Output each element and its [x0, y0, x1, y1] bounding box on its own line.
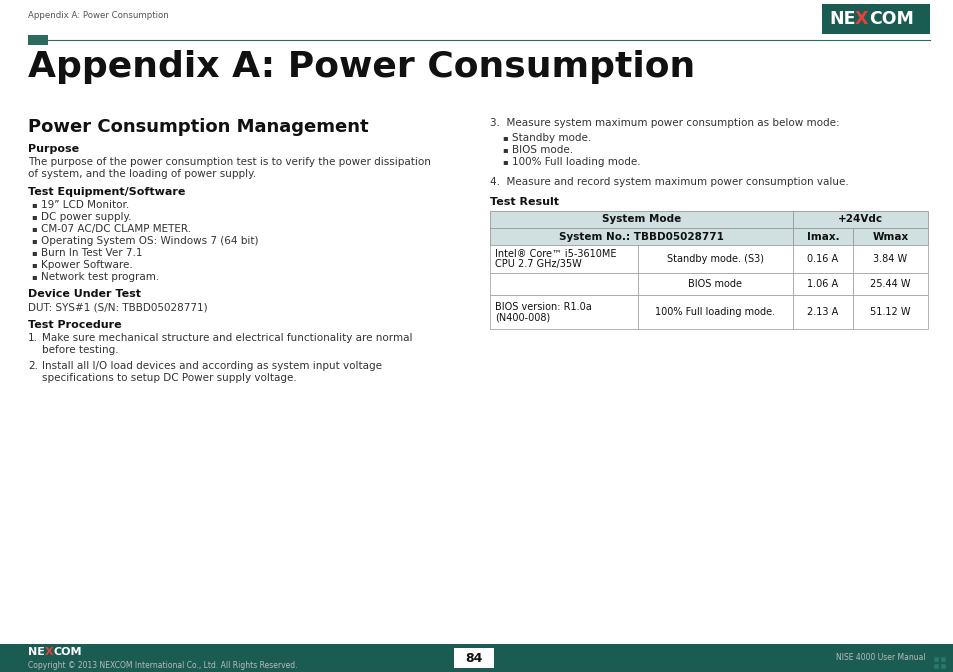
Text: ▪: ▪: [501, 133, 507, 142]
Bar: [852, 245, 927, 273]
Text: 4.  Measure and record system maximum power consumption value.: 4. Measure and record system maximum pow…: [490, 177, 848, 187]
Text: Power Consumption Management: Power Consumption Management: [28, 118, 368, 136]
Text: DC power supply.: DC power supply.: [41, 212, 132, 222]
Text: Test Equipment/Software: Test Equipment/Software: [28, 187, 185, 197]
Text: Kpower Software.: Kpower Software.: [41, 260, 132, 270]
Text: +24Vdc: +24Vdc: [837, 214, 882, 224]
Text: ▪: ▪: [501, 145, 507, 154]
Bar: [638, 295, 792, 329]
Text: ▪: ▪: [30, 248, 36, 257]
Text: 100% Full loading mode.: 100% Full loading mode.: [512, 157, 640, 167]
Bar: [792, 211, 927, 228]
Text: The purpose of the power consumption test is to verify the power dissipation: The purpose of the power consumption tes…: [28, 157, 431, 167]
Text: System No.: TBBD05028771: System No.: TBBD05028771: [558, 231, 723, 241]
Text: System Mode: System Mode: [601, 214, 680, 224]
Text: 51.12 W: 51.12 W: [869, 307, 910, 317]
Bar: [454, 648, 494, 668]
Text: BIOS mode: BIOS mode: [688, 279, 741, 289]
Text: 2.13 A: 2.13 A: [806, 307, 838, 317]
Text: X: X: [854, 11, 867, 28]
Bar: [933, 664, 938, 669]
Text: specifications to setup DC Power supply voltage.: specifications to setup DC Power supply …: [42, 373, 296, 383]
Text: NISE 4000 User Manual: NISE 4000 User Manual: [836, 653, 925, 663]
Text: Device Under Test: Device Under Test: [28, 289, 141, 299]
Text: ▪: ▪: [501, 157, 507, 166]
Text: before testing.: before testing.: [42, 345, 118, 355]
Text: (N400-008): (N400-008): [495, 312, 550, 322]
Text: ▪: ▪: [30, 236, 36, 245]
Bar: [0, 644, 953, 672]
Text: Appendix A: Power Consumption: Appendix A: Power Consumption: [28, 50, 695, 84]
Text: NE: NE: [28, 647, 45, 657]
Text: Network test program.: Network test program.: [41, 272, 159, 282]
Text: 19” LCD Monitor.: 19” LCD Monitor.: [41, 200, 129, 210]
Text: Install all I/O load devices and according as system input voltage: Install all I/O load devices and accordi…: [42, 361, 381, 371]
Text: ▪: ▪: [30, 224, 36, 233]
Text: COM: COM: [868, 11, 913, 28]
Bar: [940, 657, 945, 662]
Bar: [792, 245, 852, 273]
Text: Copyright © 2013 NEXCOM International Co., Ltd. All Rights Reserved.: Copyright © 2013 NEXCOM International Co…: [28, 661, 297, 671]
Text: 1.: 1.: [28, 333, 38, 343]
Bar: [490, 273, 638, 295]
Text: Operating System OS: Windows 7 (64 bit): Operating System OS: Windows 7 (64 bit): [41, 236, 258, 246]
Text: ▪: ▪: [30, 260, 36, 269]
Bar: [638, 245, 792, 273]
Text: 84: 84: [465, 651, 482, 665]
Text: CPU 2.7 GHz/35W: CPU 2.7 GHz/35W: [495, 259, 581, 269]
Text: BIOS mode.: BIOS mode.: [512, 145, 573, 155]
Bar: [490, 211, 792, 228]
Text: 3.84 W: 3.84 W: [873, 254, 906, 264]
Text: 0.16 A: 0.16 A: [806, 254, 838, 264]
Text: DUT: SYS#1 (S/N: TBBD05028771): DUT: SYS#1 (S/N: TBBD05028771): [28, 302, 208, 312]
Text: 1.06 A: 1.06 A: [806, 279, 838, 289]
Text: of system, and the loading of power supply.: of system, and the loading of power supp…: [28, 169, 255, 179]
Bar: [852, 273, 927, 295]
Text: Test Procedure: Test Procedure: [28, 320, 121, 330]
Bar: [28, 35, 48, 45]
Bar: [821, 4, 929, 34]
Text: Test Result: Test Result: [490, 197, 558, 207]
Bar: [490, 245, 638, 273]
Text: 2.: 2.: [28, 361, 38, 371]
Bar: [490, 295, 638, 329]
Text: Make sure mechanical structure and electrical functionality are normal: Make sure mechanical structure and elect…: [42, 333, 412, 343]
Bar: [792, 273, 852, 295]
Text: Purpose: Purpose: [28, 144, 79, 154]
Bar: [792, 295, 852, 329]
Text: 100% Full loading mode.: 100% Full loading mode.: [655, 307, 775, 317]
Text: 3.  Measure system maximum power consumption as below mode:: 3. Measure system maximum power consumpt…: [490, 118, 839, 128]
Text: Standby mode.: Standby mode.: [512, 133, 591, 143]
Text: CM-07 AC/DC CLAMP METER.: CM-07 AC/DC CLAMP METER.: [41, 224, 191, 234]
Bar: [852, 295, 927, 329]
Text: COM: COM: [54, 647, 82, 657]
Bar: [940, 664, 945, 669]
Text: Standby mode. (S3): Standby mode. (S3): [666, 254, 763, 264]
Text: Imax.: Imax.: [806, 231, 839, 241]
Text: ▪: ▪: [30, 200, 36, 209]
Bar: [852, 228, 927, 245]
Bar: [638, 273, 792, 295]
Bar: [933, 657, 938, 662]
Text: BIOS version: R1.0a: BIOS version: R1.0a: [495, 302, 591, 312]
Bar: [792, 228, 852, 245]
Text: ▪: ▪: [30, 272, 36, 281]
Text: 25.44 W: 25.44 W: [869, 279, 910, 289]
Text: Appendix A: Power Consumption: Appendix A: Power Consumption: [28, 11, 169, 20]
Text: Wmax: Wmax: [871, 231, 907, 241]
Text: X: X: [45, 647, 53, 657]
Text: ▪: ▪: [30, 212, 36, 221]
Text: Burn In Test Ver 7.1: Burn In Test Ver 7.1: [41, 248, 142, 258]
Bar: [490, 228, 792, 245]
Text: NE: NE: [828, 11, 855, 28]
Text: Intel® Core™ i5-3610ME: Intel® Core™ i5-3610ME: [495, 249, 616, 259]
